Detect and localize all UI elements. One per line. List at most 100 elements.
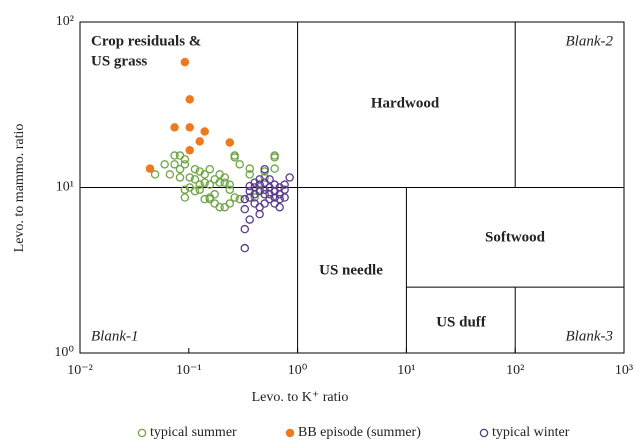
x-tick-label: 10¹ (397, 363, 415, 378)
data-point (200, 178, 209, 187)
data-point (255, 202, 264, 212)
region-label: Hardwood (371, 95, 440, 111)
y-tick-label: 10² (56, 14, 74, 29)
data-point (280, 180, 289, 189)
data-point (265, 190, 274, 199)
data-point (245, 164, 254, 173)
data-point (240, 243, 250, 253)
data-point (185, 145, 194, 155)
x-tick-label: 10⁻² (67, 363, 93, 378)
data-point (260, 199, 269, 208)
data-point (245, 181, 254, 191)
data-point (235, 160, 245, 169)
data-point (190, 164, 200, 174)
data-point (150, 170, 160, 179)
data-point (170, 123, 179, 132)
data-point (185, 95, 194, 104)
data-point (225, 180, 235, 189)
legend-marker (285, 428, 295, 438)
data-point (260, 190, 269, 199)
data-point (255, 180, 264, 189)
data-point (210, 190, 219, 199)
data-point (225, 185, 235, 194)
data-point (240, 194, 250, 204)
y-axis-label: Levo. to mammo. ratio (12, 124, 27, 253)
data-point (260, 164, 269, 174)
data-point (240, 204, 250, 214)
data-point (185, 123, 194, 132)
legend-marker (479, 428, 489, 438)
data-point (175, 164, 185, 174)
data-point (205, 194, 215, 204)
x-tick-label: 10⁻¹ (176, 363, 202, 378)
x-tick-label: 10⁰ (288, 363, 308, 378)
data-point (185, 173, 194, 182)
data-point (175, 173, 185, 182)
data-point (265, 175, 274, 184)
data-point (180, 57, 190, 67)
data-point (180, 155, 190, 164)
data-point (250, 199, 259, 208)
data-point (220, 178, 229, 187)
data-point (215, 170, 224, 179)
region-label: Blank-3 (566, 328, 613, 344)
legend-label: typical summer (150, 425, 237, 440)
region-label: US duff (436, 314, 487, 330)
data-point (190, 186, 200, 196)
x-tick-label: 10³ (615, 363, 633, 378)
data-point (195, 137, 204, 146)
data-point (200, 194, 209, 204)
region-label: US grass (91, 53, 147, 69)
data-point (275, 194, 284, 204)
data-point (195, 180, 204, 189)
region-label: US needle (319, 262, 383, 278)
x-axis-label: Levo. to K⁺ ratio (252, 390, 349, 405)
region-label: Blank-1 (91, 328, 138, 344)
legend-label: BB episode (summer) (298, 425, 421, 440)
data-point (275, 202, 284, 212)
data-point (190, 175, 200, 184)
data-point (245, 170, 254, 179)
y-tick-label: 10¹ (56, 180, 74, 195)
legend-marker (137, 428, 147, 438)
data-point (225, 199, 235, 208)
data-point (270, 199, 279, 208)
data-point (220, 202, 229, 212)
data-point (280, 193, 289, 202)
data-point (160, 160, 169, 169)
data-point (245, 215, 254, 224)
data-point (230, 193, 239, 202)
data-point (165, 170, 175, 179)
data-point (270, 153, 279, 162)
data-point (260, 173, 269, 182)
data-point (215, 178, 224, 187)
data-point (225, 138, 235, 147)
data-point (200, 127, 209, 136)
data-point (170, 151, 179, 160)
data-point (250, 193, 259, 202)
data-point (205, 180, 215, 189)
data-point (180, 193, 190, 202)
data-point (215, 202, 224, 212)
region-label: Blank-2 (566, 33, 614, 49)
data-point (195, 167, 204, 176)
data-point (285, 173, 294, 182)
data-point (145, 164, 155, 173)
data-point (235, 194, 245, 204)
region-label: Softwood (485, 229, 546, 245)
data-point (170, 160, 179, 169)
region-label: Crop residuals & (91, 33, 201, 49)
x-tick-label: 10² (506, 363, 524, 378)
data-point (270, 164, 279, 173)
data-point (240, 224, 250, 234)
legend-label: typical winter (492, 425, 570, 440)
data-point (180, 160, 190, 169)
data-point (195, 185, 204, 194)
data-point (260, 167, 269, 176)
data-point (230, 153, 239, 162)
y-tick-label: 10⁰ (54, 345, 74, 360)
data-point (265, 194, 274, 204)
data-point (205, 164, 215, 174)
data-point (255, 209, 264, 219)
